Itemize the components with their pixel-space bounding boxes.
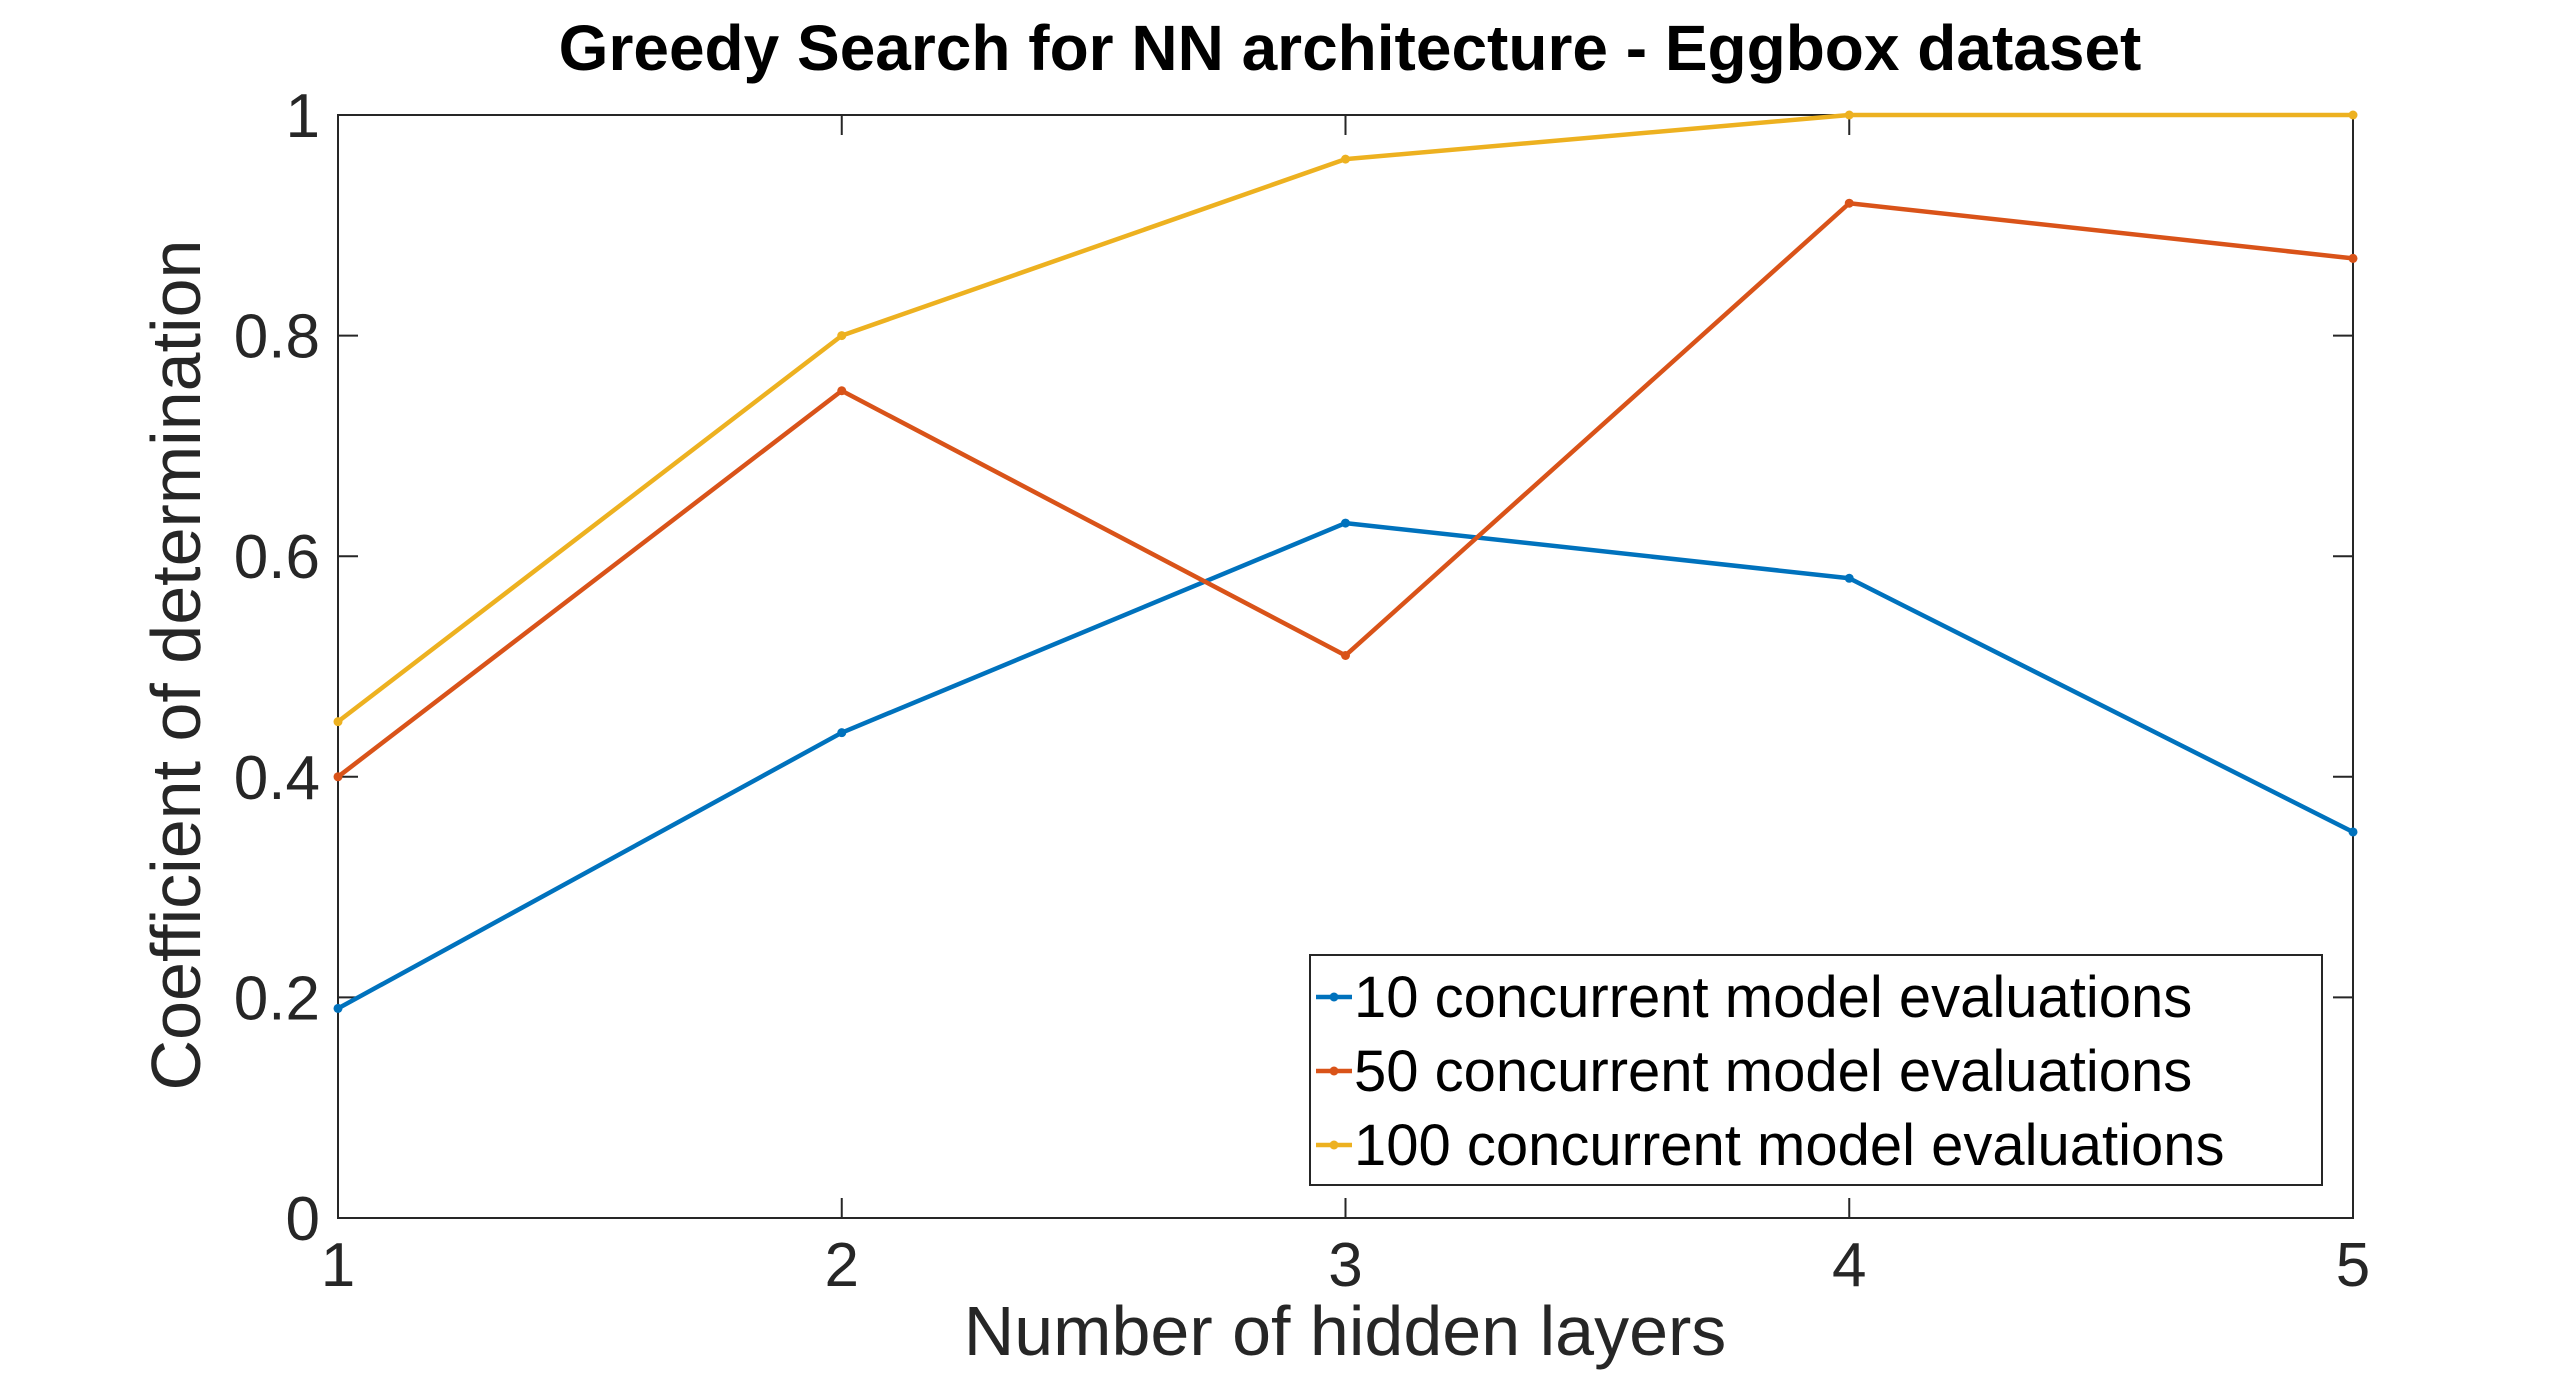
series-1-point	[837, 728, 847, 738]
series-1-point	[1341, 518, 1350, 528]
series-line-3	[336, 112, 2353, 724]
legend: 10 concurrent model evaluations 50 concur…	[1309, 954, 2323, 1186]
legend-marker-1	[1329, 992, 1339, 1002]
x-tick-label: 3	[1328, 1231, 1362, 1300]
series-3-point	[2348, 110, 2358, 120]
series-1-point	[2348, 827, 2358, 837]
x-tick-label: 4	[1832, 1231, 1866, 1300]
legend-marker-3	[1329, 1140, 1339, 1150]
series-line-1	[336, 520, 2355, 1011]
y-tick-label: 0	[286, 1185, 320, 1254]
legend-marker-2	[1329, 1066, 1339, 1076]
legend-label-2: 50 concurrent model evaluations	[1354, 1039, 2192, 1104]
y-tick-label: 0.4	[234, 744, 320, 813]
series-2-point	[333, 772, 343, 782]
x-axis-label: Number of hidden layers	[964, 1292, 1727, 1370]
x-tick-label: 5	[2336, 1231, 2370, 1300]
y-tick-label: 0.6	[234, 523, 320, 592]
legend-label-1: 10 concurrent model evaluations	[1354, 965, 2192, 1030]
plot-area: 1 2 3 4 5 0 0.2 0.4 0.6 0.8 1	[234, 82, 2370, 1300]
series-3-point	[837, 331, 847, 341]
series-2-point	[837, 386, 847, 396]
series-2-point	[1341, 650, 1350, 660]
x-tick-label: 1	[321, 1231, 355, 1300]
y-axis-label: Coefficient of determination	[137, 240, 215, 1091]
series-3-point	[1844, 110, 1854, 120]
y-tick-label: 1	[286, 82, 320, 151]
legend-box	[1309, 954, 2323, 1186]
x-tick-label: 2	[825, 1231, 859, 1300]
series-3-point	[1341, 154, 1350, 164]
series-1-point	[333, 1003, 343, 1013]
series-1-point	[1844, 573, 1854, 583]
legend-label-3: 100 concurrent model evaluations	[1354, 1113, 2225, 1178]
series-2-point	[2348, 253, 2358, 263]
series-3-point	[333, 717, 343, 727]
y-tick-label: 0.8	[234, 303, 320, 372]
series-2-point	[1844, 198, 1854, 208]
y-tick-label: 0.2	[234, 964, 320, 1033]
chart-title: Greedy Search for NN architecture - Eggb…	[559, 12, 2142, 84]
